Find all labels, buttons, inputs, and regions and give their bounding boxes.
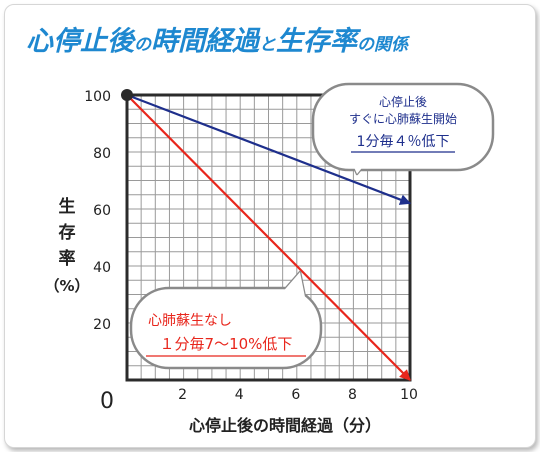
callout-box: [311, 82, 495, 172]
callout-box: [129, 286, 323, 370]
series-line-no_cpr: [126, 94, 411, 381]
y-tick-label: 80: [93, 146, 111, 162]
series-line-cpr: [126, 93, 412, 205]
callout-text: 心停止後: [379, 94, 427, 109]
x-tick-label: 0: [100, 389, 114, 414]
callout-no_cpr: 心肺蘇生なし １分毎7〜10%低下: [129, 270, 323, 370]
y-axis-label: 存: [59, 222, 76, 243]
y-tick-label: 60: [93, 203, 111, 219]
y-axis-label: 生: [59, 196, 76, 217]
plot-frame: [125, 93, 412, 382]
x-tick-label: 6: [291, 387, 300, 403]
callout-tail-mask: [347, 151, 370, 174]
callout-text: 心肺蘇生なし: [148, 313, 232, 329]
x-tick-label: 8: [348, 387, 357, 403]
y-axis-label: 率: [59, 248, 76, 269]
x-tick-label: 10: [400, 387, 418, 403]
callout-text: １分毎7〜10%低下: [160, 335, 293, 353]
x-tick-label: 4: [235, 387, 244, 403]
title-part: の: [134, 35, 152, 55]
title-part: の関係: [357, 35, 411, 55]
y-axis-label: （%）: [44, 277, 89, 295]
x-tick-label: 2: [178, 387, 187, 403]
title-part: 心停止後: [26, 26, 136, 57]
callout-text: 1分毎４％低下: [357, 134, 450, 150]
callout-tail-mask: [280, 272, 305, 297]
title-part: 時間経過: [151, 26, 261, 57]
y-tick-label: 20: [93, 317, 111, 333]
title-part: 生存率: [276, 26, 362, 57]
chart-card: [4, 4, 536, 448]
y-tick-label: 40: [93, 260, 111, 276]
chart-title: 心停止後の時間経過と生存率の関係: [26, 26, 411, 57]
y-tick-label: 100: [84, 89, 111, 105]
x-axis-label: 心停止後の時間経過（分）: [189, 416, 381, 435]
start-point-dot: [121, 89, 133, 101]
title-part: と: [259, 35, 276, 55]
callout-text: すぐに心肺蘇生開始: [349, 112, 457, 126]
